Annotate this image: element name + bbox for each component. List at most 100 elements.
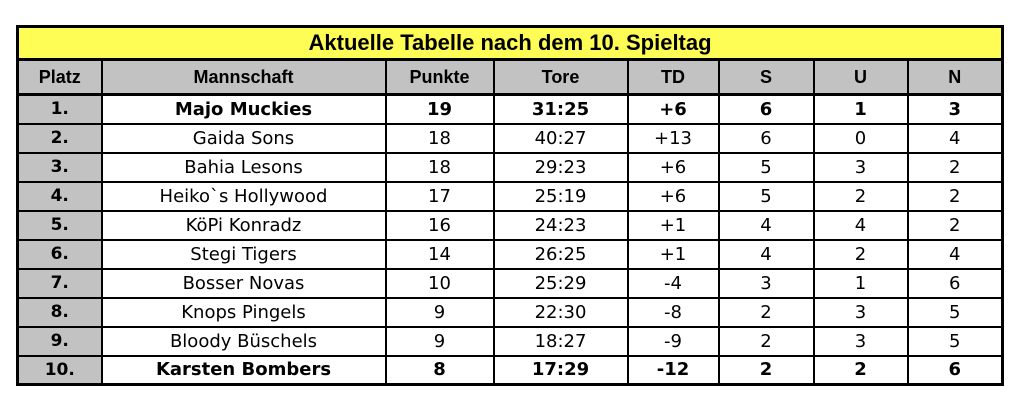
draws-cell: 2 bbox=[812, 180, 909, 212]
table-row: 5. KöPi Konradz 16 24:23 +1 4 4 2 bbox=[16, 209, 1004, 241]
team-cell: Heiko`s Hollywood bbox=[100, 180, 387, 212]
column-header-mannschaft: Mannschaft bbox=[100, 58, 387, 96]
goal-diff-cell: +1 bbox=[626, 238, 720, 270]
column-header-s: S bbox=[717, 58, 815, 96]
goal-diff-cell: -4 bbox=[626, 267, 720, 299]
team-cell: Knops Pingels bbox=[100, 296, 387, 328]
draws-cell: 4 bbox=[812, 209, 909, 241]
column-header-td: TD bbox=[626, 58, 720, 96]
draws-cell: 1 bbox=[812, 267, 909, 299]
losses-cell: 6 bbox=[906, 354, 1004, 386]
column-header-platz: Platz bbox=[16, 58, 103, 96]
points-cell: 19 bbox=[384, 93, 495, 125]
goal-diff-cell: -9 bbox=[626, 325, 720, 357]
rank-cell: 5. bbox=[16, 209, 103, 241]
team-cell: Stegi Tigers bbox=[100, 238, 387, 270]
rank-cell: 8. bbox=[16, 296, 103, 328]
points-cell: 18 bbox=[384, 122, 495, 154]
goals-cell: 31:25 bbox=[492, 93, 629, 125]
wins-cell: 4 bbox=[717, 209, 815, 241]
goals-cell: 22:30 bbox=[492, 296, 629, 328]
rank-cell: 1. bbox=[16, 93, 103, 125]
goals-cell: 24:23 bbox=[492, 209, 629, 241]
wins-cell: 2 bbox=[717, 296, 815, 328]
points-cell: 9 bbox=[384, 325, 495, 357]
rank-cell: 4. bbox=[16, 180, 103, 212]
wins-cell: 3 bbox=[717, 267, 815, 299]
goal-diff-cell: +6 bbox=[626, 93, 720, 125]
table-row: 8. Knops Pingels 9 22:30 -8 2 3 5 bbox=[16, 296, 1004, 328]
column-header-n: N bbox=[906, 58, 1004, 96]
table-row: 9. Bloody Büschels 9 18:27 -9 2 3 5 bbox=[16, 325, 1004, 357]
rank-cell: 3. bbox=[16, 151, 103, 183]
wins-cell: 5 bbox=[717, 180, 815, 212]
wins-cell: 5 bbox=[717, 151, 815, 183]
points-cell: 9 bbox=[384, 296, 495, 328]
losses-cell: 6 bbox=[906, 267, 1004, 299]
wins-cell: 6 bbox=[717, 122, 815, 154]
goal-diff-cell: +1 bbox=[626, 209, 720, 241]
team-cell: Bahia Lesons bbox=[100, 151, 387, 183]
table-row: 10. Karsten Bombers 8 17:29 -12 2 2 6 bbox=[16, 354, 1004, 386]
draws-cell: 2 bbox=[812, 354, 909, 386]
wins-cell: 6 bbox=[717, 93, 815, 125]
column-header-tore: Tore bbox=[492, 58, 629, 96]
goals-cell: 18:27 bbox=[492, 325, 629, 357]
team-cell: Majo Muckies bbox=[100, 93, 387, 125]
losses-cell: 2 bbox=[906, 209, 1004, 241]
points-cell: 18 bbox=[384, 151, 495, 183]
team-cell: Bosser Novas bbox=[100, 267, 387, 299]
losses-cell: 5 bbox=[906, 296, 1004, 328]
rank-cell: 10. bbox=[16, 354, 103, 386]
rank-cell: 9. bbox=[16, 325, 103, 357]
goal-diff-cell: +6 bbox=[626, 151, 720, 183]
goals-cell: 40:27 bbox=[492, 122, 629, 154]
losses-cell: 2 bbox=[906, 151, 1004, 183]
losses-cell: 2 bbox=[906, 180, 1004, 212]
team-cell: KöPi Konradz bbox=[100, 209, 387, 241]
points-cell: 16 bbox=[384, 209, 495, 241]
team-cell: Karsten Bombers bbox=[100, 354, 387, 386]
draws-cell: 3 bbox=[812, 296, 909, 328]
table-row: 7. Bosser Novas 10 25:29 -4 3 1 6 bbox=[16, 267, 1004, 299]
team-cell: Bloody Büschels bbox=[100, 325, 387, 357]
losses-cell: 3 bbox=[906, 93, 1004, 125]
league-table: Aktuelle Tabelle nach dem 10. Spieltag P… bbox=[16, 25, 1005, 386]
draws-cell: 0 bbox=[812, 122, 909, 154]
goals-cell: 26:25 bbox=[492, 238, 629, 270]
points-cell: 8 bbox=[384, 354, 495, 386]
goals-cell: 25:19 bbox=[492, 180, 629, 212]
wins-cell: 2 bbox=[717, 354, 815, 386]
table-row: 6. Stegi Tigers 14 26:25 +1 4 2 4 bbox=[16, 238, 1004, 270]
rank-cell: 2. bbox=[16, 122, 103, 154]
losses-cell: 4 bbox=[906, 122, 1004, 154]
wins-cell: 4 bbox=[717, 238, 815, 270]
table-row: 4. Heiko`s Hollywood 17 25:19 +6 5 2 2 bbox=[16, 180, 1004, 212]
draws-cell: 1 bbox=[812, 93, 909, 125]
draws-cell: 3 bbox=[812, 151, 909, 183]
column-header-u: U bbox=[812, 58, 909, 96]
goal-diff-cell: -12 bbox=[626, 354, 720, 386]
rank-cell: 7. bbox=[16, 267, 103, 299]
rank-cell: 6. bbox=[16, 238, 103, 270]
points-cell: 17 bbox=[384, 180, 495, 212]
title-row: Aktuelle Tabelle nach dem 10. Spieltag bbox=[16, 25, 1004, 61]
table-row: 2. Gaida Sons 18 40:27 +13 6 0 4 bbox=[16, 122, 1004, 154]
table-row: 3. Bahia Lesons 18 29:23 +6 5 3 2 bbox=[16, 151, 1004, 183]
goal-diff-cell: +6 bbox=[626, 180, 720, 212]
header-row: Platz Mannschaft Punkte Tore TD S U N bbox=[16, 58, 1004, 96]
goals-cell: 29:23 bbox=[492, 151, 629, 183]
draws-cell: 3 bbox=[812, 325, 909, 357]
goals-cell: 25:29 bbox=[492, 267, 629, 299]
table-row: 1. Majo Muckies 19 31:25 +6 6 1 3 bbox=[16, 93, 1004, 125]
wins-cell: 2 bbox=[717, 325, 815, 357]
losses-cell: 5 bbox=[906, 325, 1004, 357]
table-title: Aktuelle Tabelle nach dem 10. Spieltag bbox=[16, 25, 1004, 61]
goals-cell: 17:29 bbox=[492, 354, 629, 386]
goal-diff-cell: -8 bbox=[626, 296, 720, 328]
points-cell: 14 bbox=[384, 238, 495, 270]
column-header-punkte: Punkte bbox=[384, 58, 495, 96]
points-cell: 10 bbox=[384, 267, 495, 299]
losses-cell: 4 bbox=[906, 238, 1004, 270]
